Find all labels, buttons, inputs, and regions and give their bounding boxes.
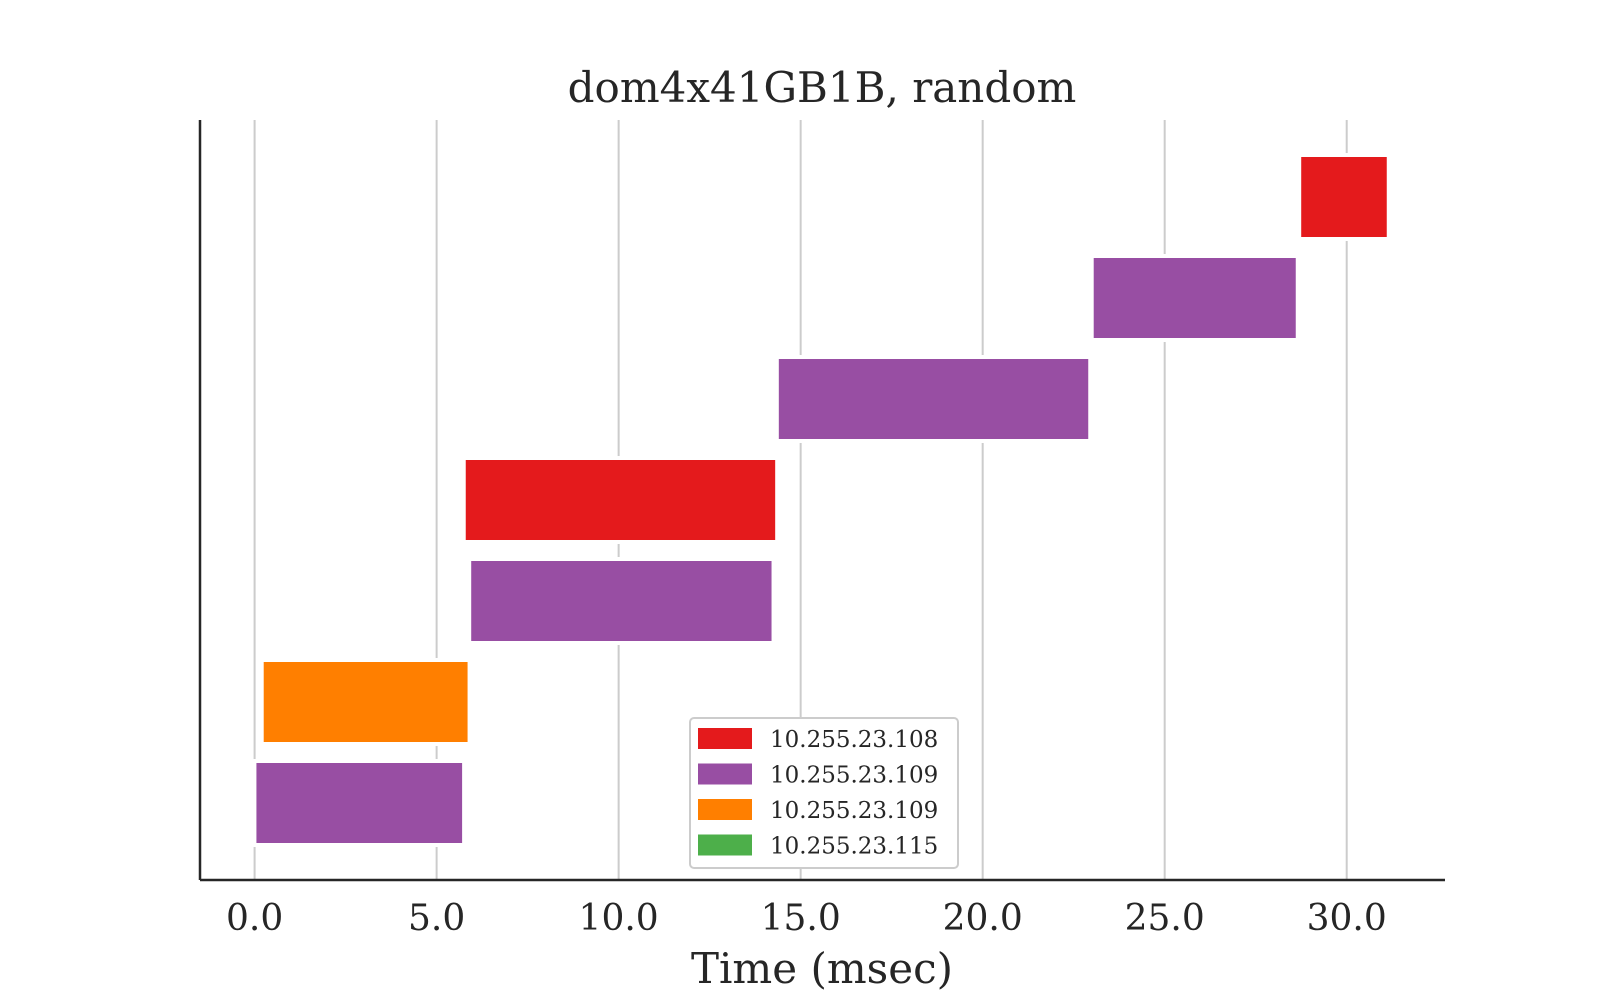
- legend-swatch-2: [698, 799, 752, 820]
- bar-6: [1297, 153, 1391, 241]
- bar-3: [461, 456, 780, 544]
- legend: 10.255.23.108 10.255.23.109 10.255.23.109 1…: [689, 717, 959, 869]
- x-axis-label: Time (msec): [691, 944, 953, 993]
- legend-swatch-3: [698, 834, 752, 856]
- legend-label-2: 10.255.23.109: [770, 798, 938, 824]
- bar-0: [252, 759, 467, 847]
- legend-swatch-0: [698, 728, 752, 749]
- bar-4: [774, 355, 1093, 443]
- bar-2: [467, 557, 776, 645]
- x-tick-label-4: 20.0: [943, 898, 1023, 939]
- x-tick-label-2: 10.0: [579, 898, 659, 939]
- x-tick-label-5: 25.0: [1125, 898, 1205, 939]
- bar-1: [259, 658, 472, 746]
- legend-label-1: 10.255.23.109: [770, 763, 938, 789]
- legend-label-3: 10.255.23.115: [770, 834, 938, 860]
- x-tick-label-6: 30.0: [1307, 898, 1387, 939]
- x-tick-label-1: 5.0: [408, 898, 465, 939]
- legend-swatch-1: [698, 763, 752, 785]
- bars: [252, 153, 1391, 847]
- x-tick-label-3: 15.0: [761, 898, 841, 939]
- axes: [198, 120, 1445, 882]
- x-tick-labels: 0.0 5.0 10.0 15.0 20.0 25.0 30.0: [226, 898, 1387, 939]
- chart-title: dom4x41GB1B, random: [568, 63, 1077, 112]
- legend-label-0: 10.255.23.108: [770, 727, 938, 753]
- bar-5: [1089, 254, 1300, 342]
- x-tick-label-0: 0.0: [226, 898, 283, 939]
- legend-frame: [689, 717, 959, 869]
